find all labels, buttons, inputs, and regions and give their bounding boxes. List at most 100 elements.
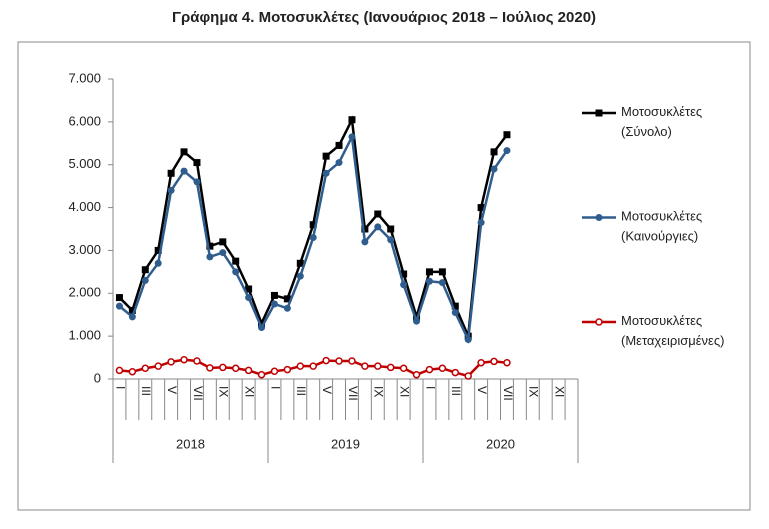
- point: [464, 336, 472, 344]
- point: [322, 169, 330, 177]
- point: [400, 281, 408, 289]
- point: [309, 221, 317, 229]
- point: [413, 317, 421, 325]
- x-tick-label: VII: [501, 386, 515, 401]
- point: [490, 148, 498, 156]
- point: [477, 204, 485, 212]
- x-tick-label: XI: [397, 386, 411, 397]
- point: [296, 362, 305, 370]
- point: [425, 365, 434, 374]
- y-tick-label: 5.000: [68, 156, 101, 171]
- point: [425, 277, 433, 285]
- point: [296, 272, 304, 280]
- point: [167, 169, 175, 177]
- point: [503, 131, 511, 139]
- y-tick-label: 0: [94, 370, 101, 385]
- point: [180, 148, 188, 156]
- x-tick-label: V: [320, 386, 334, 394]
- point: [283, 304, 291, 312]
- x-group-label: 2020: [486, 436, 515, 451]
- point: [374, 362, 382, 370]
- point: [595, 214, 603, 221]
- point: [128, 367, 137, 376]
- point: [154, 246, 162, 254]
- point: [503, 147, 511, 155]
- point: [244, 366, 253, 375]
- point: [438, 364, 447, 373]
- point: [595, 109, 603, 117]
- point: [296, 259, 304, 267]
- point: [490, 357, 498, 366]
- point: [206, 253, 214, 261]
- point: [361, 238, 369, 246]
- point: [361, 225, 369, 233]
- point: [245, 294, 253, 302]
- point: [180, 167, 188, 175]
- point: [477, 219, 485, 227]
- point: [245, 285, 253, 293]
- point: [115, 302, 123, 310]
- point: [348, 133, 356, 141]
- point: [193, 178, 201, 186]
- point: [451, 368, 460, 377]
- point: [451, 302, 459, 310]
- point: [464, 372, 472, 380]
- point: [309, 234, 317, 242]
- point: [451, 309, 459, 317]
- point: [322, 152, 330, 160]
- point: [141, 276, 149, 284]
- x-tick-label: III: [294, 386, 308, 396]
- x-tick-label: I: [423, 386, 437, 389]
- x-tick-label: V: [165, 386, 179, 394]
- legend-label: Μοτοσυκλέτες (Μεταχειρισμένες): [621, 313, 724, 348]
- point: [141, 364, 150, 373]
- x-tick-label: V: [475, 386, 489, 394]
- point: [438, 279, 446, 287]
- point: [348, 357, 356, 365]
- x-tick-label: VII: [191, 386, 205, 401]
- x-tick-label: XI: [552, 386, 566, 397]
- point: [477, 358, 485, 367]
- point: [115, 294, 123, 302]
- y-tick-label: 4.000: [68, 199, 101, 214]
- point: [270, 291, 278, 299]
- point: [490, 165, 498, 173]
- x-tick-label: III: [449, 386, 463, 396]
- y-tick-label: 7.000: [68, 70, 101, 85]
- point: [219, 363, 227, 372]
- point: [206, 242, 214, 250]
- point: [257, 370, 266, 379]
- x-tick-label: VII: [346, 386, 360, 401]
- point: [412, 370, 421, 379]
- point: [399, 364, 408, 373]
- point: [425, 268, 433, 276]
- point: [258, 324, 266, 332]
- y-tick-label: 6.000: [68, 113, 101, 128]
- point: [232, 268, 240, 276]
- point: [141, 266, 149, 274]
- point: [387, 236, 395, 244]
- point: [348, 116, 356, 124]
- point: [206, 364, 214, 372]
- chart-title: Γράφημα 4. Μοτοσυκλέτες (Ιανουάριος 2018…: [172, 9, 596, 26]
- point: [595, 318, 603, 326]
- point: [154, 362, 162, 370]
- point: [503, 358, 511, 367]
- point: [219, 238, 227, 246]
- point: [232, 257, 240, 265]
- point: [283, 365, 292, 374]
- point: [374, 210, 382, 218]
- point: [335, 159, 343, 167]
- point: [387, 225, 395, 233]
- point: [154, 259, 162, 267]
- point: [193, 357, 201, 365]
- point: [386, 363, 395, 372]
- x-group-label: 2018: [176, 436, 205, 451]
- point: [128, 306, 136, 314]
- legend-label: Μοτοσυκλέτες (Σύνολο): [621, 104, 706, 139]
- x-tick-label: III: [139, 386, 153, 396]
- point: [309, 362, 317, 370]
- point: [219, 249, 227, 257]
- chart-border: [17, 41, 751, 511]
